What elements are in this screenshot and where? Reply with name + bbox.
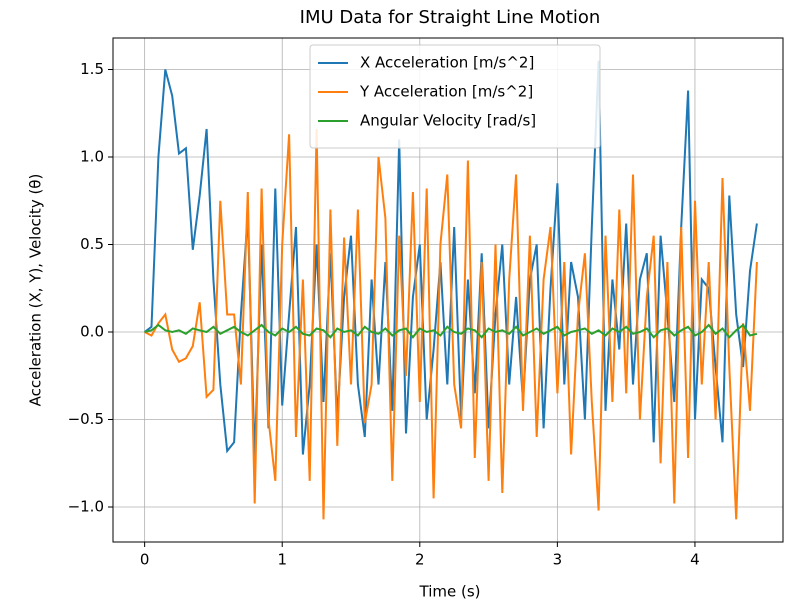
series-line bbox=[144, 128, 758, 520]
y-tick-label: −1.0 bbox=[68, 498, 104, 516]
x-tick-label: 0 bbox=[140, 551, 150, 569]
legend-box bbox=[309, 44, 601, 149]
x-axis-label: Time (s) bbox=[419, 583, 481, 601]
y-tick-label: 0.0 bbox=[80, 323, 104, 341]
legend-label: Angular Velocity [rad/s] bbox=[360, 112, 536, 130]
x-tick-label: 4 bbox=[690, 551, 700, 569]
y-axis-label: Acceleration (X, Y), Velocity (θ) bbox=[27, 174, 45, 407]
y-tick-label: 1.0 bbox=[80, 148, 104, 166]
x-tick-label: 3 bbox=[553, 551, 563, 569]
y-tick-label: 1.5 bbox=[80, 60, 104, 78]
chart-title: IMU Data for Straight Line Motion bbox=[300, 7, 601, 28]
x-tick-label: 2 bbox=[415, 551, 425, 569]
plot-frame bbox=[112, 37, 784, 543]
y-tick-label: −0.5 bbox=[68, 410, 104, 428]
legend-label: Y Acceleration [m/s^2] bbox=[359, 83, 533, 101]
x-tick-label: 1 bbox=[277, 551, 287, 569]
y-tick-label: 0.5 bbox=[80, 235, 104, 253]
legend-label: X Acceleration [m/s^2] bbox=[360, 54, 534, 72]
series-line bbox=[144, 323, 758, 339]
